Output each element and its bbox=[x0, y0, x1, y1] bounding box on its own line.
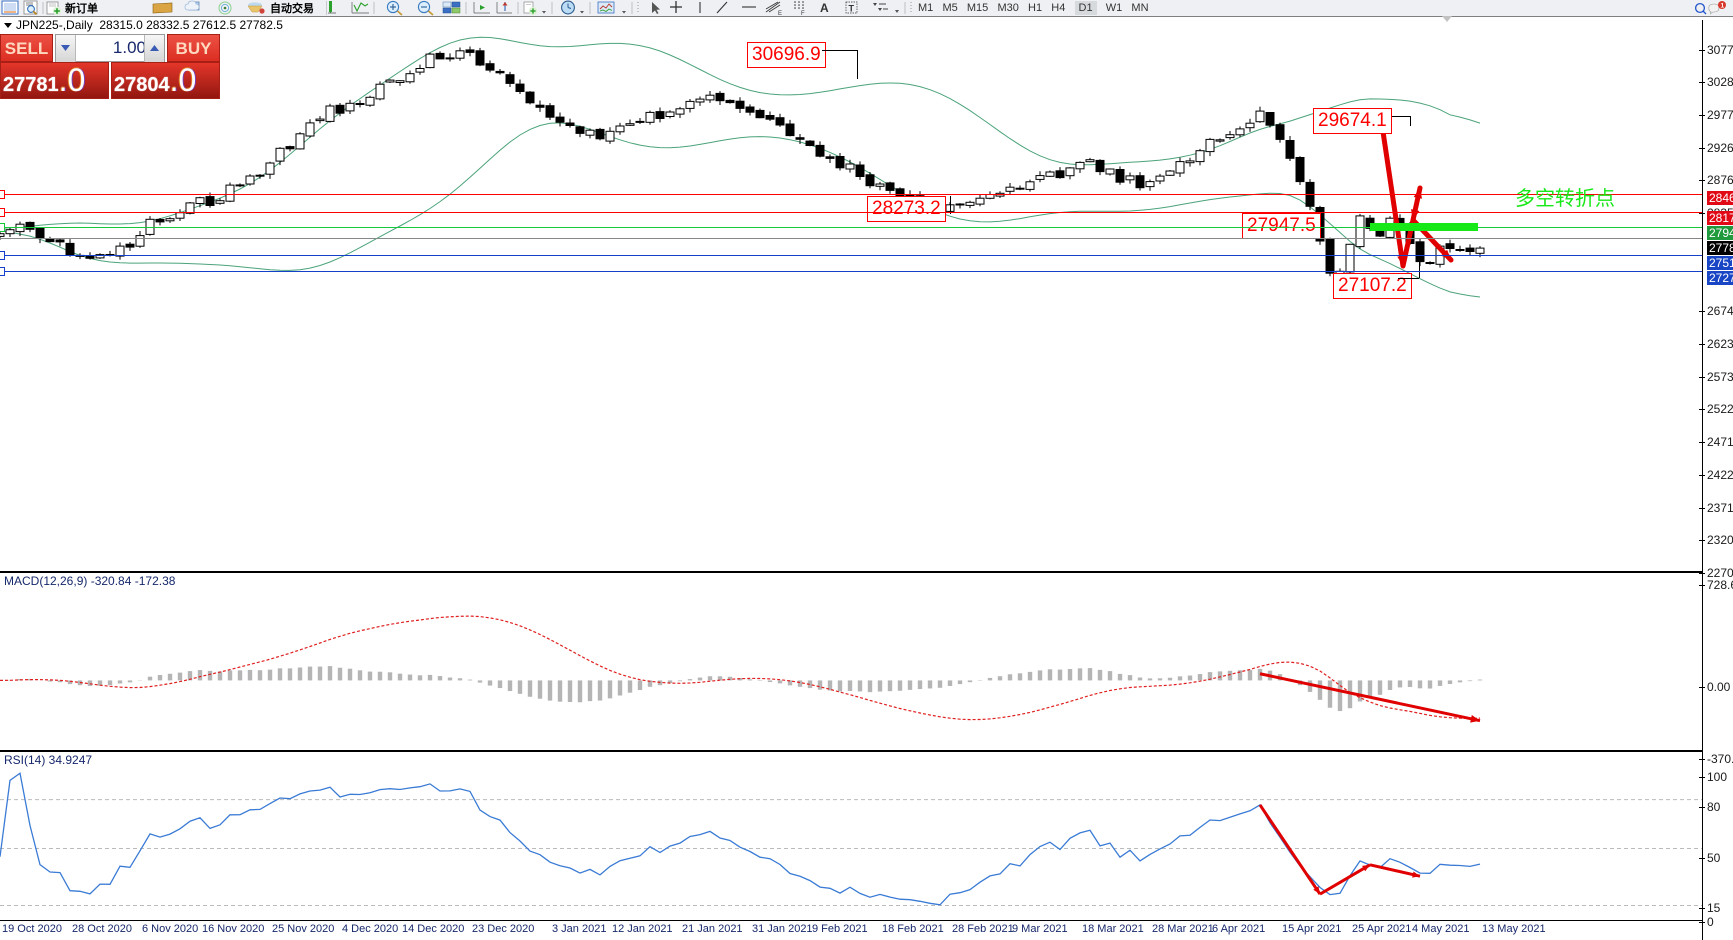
svg-text:MACD(12,26,9) -320.84 -172.38: MACD(12,26,9) -320.84 -172.38 bbox=[4, 574, 176, 588]
svg-text:1: 1 bbox=[1721, 3, 1725, 10]
svg-text:RSI(14) 34.9247: RSI(14) 34.9247 bbox=[4, 753, 92, 767]
